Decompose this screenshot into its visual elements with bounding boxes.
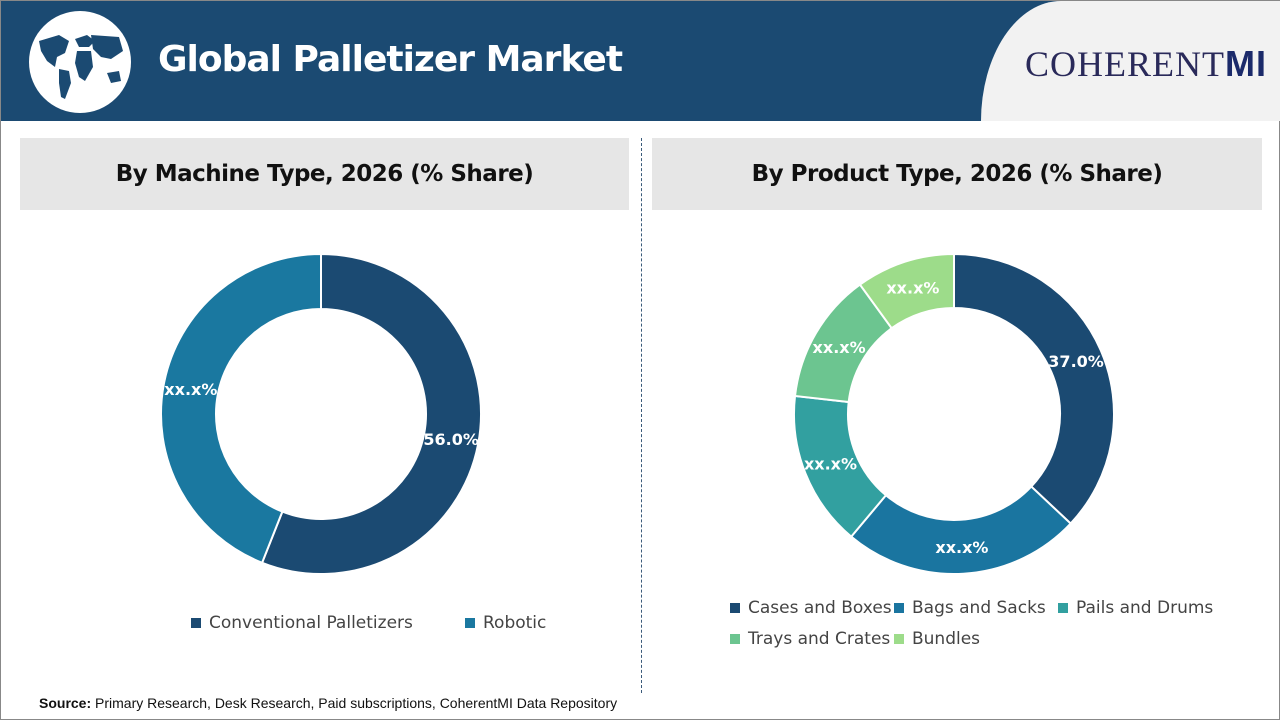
source-label: Source: [39, 695, 92, 711]
slice-bundles [858, 252, 955, 330]
legend-swatch [894, 634, 904, 644]
legend-label: Trays and Crates [748, 629, 891, 649]
slice-bags-and-sacks [849, 485, 1073, 575]
source-note: Source: Primary Research, Desk Research,… [39, 695, 617, 711]
data-label-bundles: xx.x% [886, 279, 939, 298]
legend-swatch [894, 603, 904, 613]
data-label-robotic: xx.x% [164, 380, 217, 399]
machine-type-chart-title: By Machine Type, 2026 (% Share) [20, 138, 629, 210]
brand-text: COHERENT [1025, 44, 1225, 84]
source-text: Primary Research, Desk Research, Paid su… [91, 695, 618, 711]
data-label-pails-and-drums: xx.x% [804, 454, 857, 473]
page-title: Global Palletizer Market [158, 39, 623, 80]
legend-item-trays-and-crates: Trays and Crates [730, 629, 890, 649]
legend-swatch [191, 618, 201, 628]
legend-item-conventional-palletizers: Conventional Palletizers [191, 613, 413, 633]
legend-label: Pails and Drums [1076, 598, 1214, 618]
globe-icon [29, 11, 131, 113]
legend-item-pails-and-drums: Pails and Drums [1058, 598, 1213, 618]
data-label-conventional-palletizers: 56.0% [423, 430, 479, 449]
legend-swatch [1058, 603, 1068, 613]
slice-conventional-palletizers [260, 252, 482, 575]
legend-item-bundles: Bundles [894, 629, 980, 649]
legend-swatch [465, 618, 475, 628]
brand-suffix: MI [1225, 43, 1267, 84]
data-label-cases-and-boxes: 37.0% [1048, 352, 1104, 371]
legend-label: Robotic [483, 613, 547, 633]
legend-label: Bundles [912, 629, 981, 649]
legend-item-cases-and-boxes: Cases and Boxes [730, 598, 892, 618]
data-label-bags-and-sacks: xx.x% [935, 538, 988, 557]
slice-robotic [160, 252, 322, 565]
legend-label: Cases and Boxes [748, 598, 892, 618]
legend-label: Bags and Sacks [912, 598, 1046, 618]
legend-swatch [730, 603, 740, 613]
data-label-trays-and-crates: xx.x% [813, 338, 866, 357]
panel-divider [641, 138, 642, 693]
legend-label: Conventional Palletizers [209, 613, 413, 633]
legend-swatch [730, 634, 740, 644]
slice-cases-and-boxes [953, 252, 1115, 525]
product-type-chart-title: By Product Type, 2026 (% Share) [652, 138, 1262, 210]
legend-item-robotic: Robotic [465, 613, 546, 633]
brand-logo: COHERENTMI [981, 1, 1280, 121]
legend-item-bags-and-sacks: Bags and Sacks [894, 598, 1046, 618]
header-banner: Global Palletizer Market COHERENTMI [1, 1, 1280, 121]
